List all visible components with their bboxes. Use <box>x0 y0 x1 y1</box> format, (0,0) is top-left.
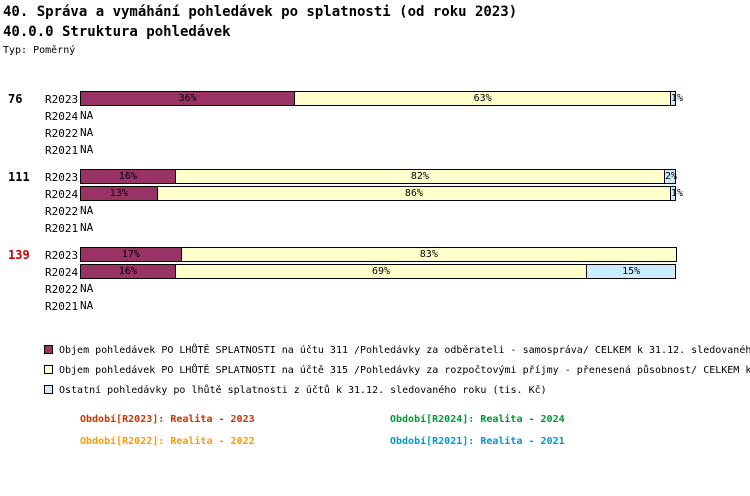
bar-row: R2022 NA <box>0 124 750 141</box>
bar-row: R2024 NA <box>0 107 750 124</box>
bar-segment-ostatni-pohledavky-po-splatnosti: 1% <box>670 91 684 106</box>
na-label: NA <box>80 221 94 234</box>
legend-item-311: Objem pohledávek PO LHŮTĚ SPLATNOSTI na … <box>44 344 750 364</box>
period-value-r2023: Realita - 2023 <box>170 414 255 425</box>
bar-area: NA <box>80 108 93 123</box>
bar-row: R2024 13% 86% 1% <box>0 185 750 202</box>
bar-area: 16% 69% 15% <box>80 264 676 279</box>
row-period-label: R2023 <box>45 249 79 262</box>
bar-area: 36% 63% 1% <box>80 91 684 106</box>
period-name-r2021: Období[R2021]: <box>390 436 475 447</box>
period-name-r2024: Období[R2024]: <box>390 414 475 425</box>
bar-segment-pohledavky-ucet-315-po-splatnosti: 86% <box>156 186 671 201</box>
report-type-label: Typ: Poměrný <box>3 45 76 56</box>
bar-segment-ostatni-pohledavky-po-splatnosti: 15% <box>586 264 676 279</box>
bar-group: 76 R2023 36% 63% 1% R2024 NA R2022 NA R2021 NA <box>0 90 750 158</box>
bar-area: NA <box>80 142 93 157</box>
legend-label-ostatni: Ostatní pohledávky po lhůtě splatnosti z… <box>59 385 547 396</box>
period-label-r2021: Období[R2021]: Realita - 2021 <box>390 436 565 447</box>
bar-row: R2023 36% 63% 1% <box>0 90 750 107</box>
bar-segment-pohledavky-ucet-311-po-splatnosti: 36% <box>80 91 296 106</box>
bar-group: 139 R2023 17% 83% R2024 16% 69% 15% R2022 NA R2021… <box>0 246 750 314</box>
bar-row: R2022 NA <box>0 202 750 219</box>
bar-row: R2021 NA <box>0 219 750 236</box>
row-period-label: R2022 <box>45 283 79 296</box>
chart-legend: Objem pohledávek PO LHŮTĚ SPLATNOSTI na … <box>44 344 750 404</box>
row-period-label: R2021 <box>45 144 79 157</box>
legend-item-ostatni: Ostatní pohledávky po lhůtě splatnosti z… <box>44 384 750 404</box>
bar-row: R2023 16% 82% 2% <box>0 168 750 185</box>
bar-row: R2023 17% 83% <box>0 246 750 263</box>
group-number: 76 <box>8 92 23 106</box>
row-period-label: R2021 <box>45 300 79 313</box>
group-number: 111 <box>8 170 30 184</box>
row-period-label: R2024 <box>45 110 79 123</box>
row-period-label: R2024 <box>45 188 79 201</box>
group-number: 139 <box>8 248 30 262</box>
bar-row: R2024 16% 69% 15% <box>0 263 750 280</box>
legend-label-315: Objem pohledávek PO LHŮTĚ SPLATNOSTI na … <box>59 365 750 376</box>
period-name-r2022: Období[R2022]: <box>80 436 165 447</box>
legend-swatch-311 <box>44 345 53 354</box>
legend-item-315: Objem pohledávek PO LHŮTĚ SPLATNOSTI na … <box>44 364 750 384</box>
period-value-r2022: Realita - 2022 <box>170 436 255 447</box>
bar-area: 17% 83% <box>80 247 677 262</box>
period-label-r2022: Období[R2022]: Realita - 2022 <box>80 436 255 447</box>
period-label-r2024: Období[R2024]: Realita - 2024 <box>390 414 565 425</box>
bar-area: NA <box>80 281 93 296</box>
bar-segment-pohledavky-ucet-311-po-splatnosti: 13% <box>80 186 158 201</box>
report-subtitle: 40.0.0 Struktura pohledávek <box>3 24 231 40</box>
na-label: NA <box>80 299 94 312</box>
na-label: NA <box>80 109 94 122</box>
bar-row: R2021 NA <box>0 141 750 158</box>
bar-segment-pohledavky-ucet-311-po-splatnosti: 16% <box>80 264 176 279</box>
bar-area: NA <box>80 125 93 140</box>
na-label: NA <box>80 282 94 295</box>
bar-area: NA <box>80 220 93 235</box>
bar-segment-pohledavky-ucet-311-po-splatnosti: 16% <box>80 169 176 184</box>
stacked-bar-chart: 76 R2023 36% 63% 1% R2024 NA R2022 NA R2021 NA 111 R… <box>0 90 750 324</box>
period-value-r2024: Realita - 2024 <box>480 414 565 425</box>
bar-segment-ostatni-pohledavky-po-splatnosti: 1% <box>670 186 684 201</box>
period-label-r2023: Období[R2023]: Realita - 2023 <box>80 414 255 425</box>
bar-segment-pohledavky-ucet-311-po-splatnosti: 17% <box>80 247 182 262</box>
row-period-label: R2023 <box>45 93 79 106</box>
row-period-label: R2024 <box>45 266 79 279</box>
bar-area: 16% 82% 2% <box>80 169 678 184</box>
na-label: NA <box>80 143 94 156</box>
bar-segment-pohledavky-ucet-315-po-splatnosti: 82% <box>174 169 666 184</box>
row-period-label: R2022 <box>45 205 79 218</box>
legend-swatch-315 <box>44 365 53 374</box>
legend-swatch-ostatni <box>44 385 53 394</box>
period-value-r2021: Realita - 2021 <box>480 436 565 447</box>
na-label: NA <box>80 126 94 139</box>
row-period-label: R2021 <box>45 222 79 235</box>
period-name-r2023: Období[R2023]: <box>80 414 165 425</box>
bar-row: R2022 NA <box>0 280 750 297</box>
bar-segment-pohledavky-ucet-315-po-splatnosti: 83% <box>180 247 677 262</box>
bar-row: R2021 NA <box>0 297 750 314</box>
bar-group: 111 R2023 16% 82% 2% R2024 13% 86% 1% R2022 NA R202… <box>0 168 750 236</box>
bar-area: NA <box>80 203 93 218</box>
bar-segment-pohledavky-ucet-315-po-splatnosti: 63% <box>294 91 671 106</box>
na-label: NA <box>80 204 94 217</box>
bar-area: 13% 86% 1% <box>80 186 684 201</box>
bar-segment-pohledavky-ucet-315-po-splatnosti: 69% <box>174 264 588 279</box>
row-period-label: R2022 <box>45 127 79 140</box>
row-period-label: R2023 <box>45 171 79 184</box>
report-title: 40. Správa a vymáhání pohledávek po spla… <box>3 4 518 20</box>
bar-segment-ostatni-pohledavky-po-splatnosti: 2% <box>664 169 678 184</box>
legend-label-311: Objem pohledávek PO LHŮTĚ SPLATNOSTI na … <box>59 345 750 356</box>
bar-area: NA <box>80 298 93 313</box>
